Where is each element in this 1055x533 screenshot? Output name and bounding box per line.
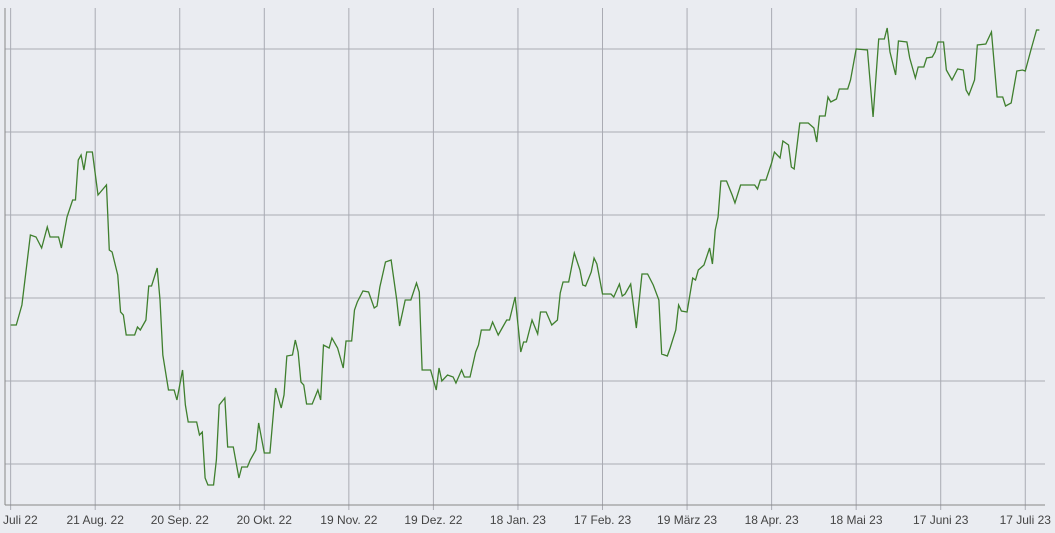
x-tick-label: 18 Mai 23 [830, 513, 883, 527]
x-tick-label: 17 Feb. 23 [574, 513, 632, 527]
x-tick-label: 20 Okt. 22 [237, 513, 293, 527]
x-tick-label: 18 Jan. 23 [490, 513, 546, 527]
x-tick-label: 20 Sep. 22 [151, 513, 209, 527]
x-tick-label: 19 März 23 [657, 513, 717, 527]
price-line [10, 27, 1040, 486]
x-tick-label: 17 Juni 23 [913, 513, 969, 527]
x-tick-label: 18 Apr. 23 [745, 513, 799, 527]
x-tick-label: 19 Nov. 22 [320, 513, 377, 527]
x-tick-label: 21 Aug. 22 [66, 513, 124, 527]
x-tick-label: 17 Juli 23 [1000, 513, 1052, 527]
x-tick-label: 19 Dez. 22 [404, 513, 462, 527]
x-tick-label: Juli 22 [3, 513, 38, 527]
